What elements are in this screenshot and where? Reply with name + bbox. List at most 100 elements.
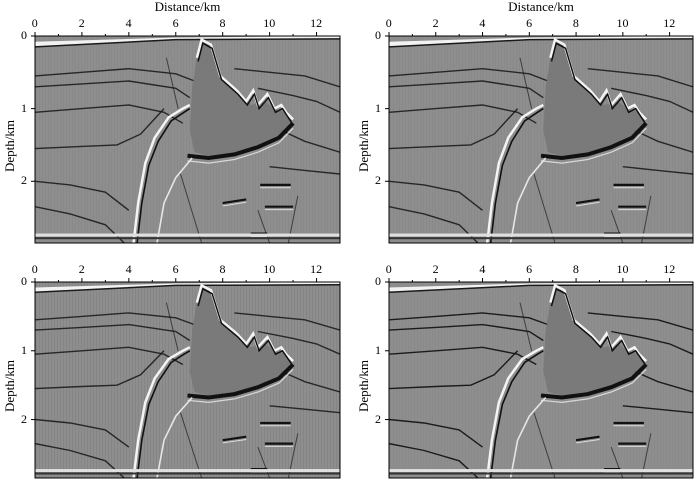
salt-base-dark [540, 363, 648, 400]
bottom-band-bright [389, 469, 693, 473]
subsalt-reflector-bright [576, 201, 600, 207]
y-tick-label: 2 [21, 411, 27, 426]
fault-line [165, 57, 179, 109]
sediment-reflector [389, 180, 483, 211]
salt-top-dark [197, 42, 293, 124]
x-tick-label: 2 [78, 16, 85, 30]
salt-top-dark [550, 287, 646, 365]
sediment-reflector [35, 180, 130, 211]
sediment-reflector [234, 312, 340, 331]
x-tick-label: 12 [663, 262, 676, 276]
x-tick-label: 10 [263, 262, 276, 276]
sediment-reflector [389, 67, 549, 82]
y-tick-label: 0 [375, 28, 381, 42]
y-tick-label: 1 [21, 100, 27, 115]
y-tick-label: 1 [375, 100, 381, 115]
sediment-reflector [389, 108, 519, 150]
x-tick-label: 2 [432, 262, 439, 276]
x-tick-label: 6 [172, 16, 179, 30]
axes-frame [388, 281, 694, 479]
salt-top-bright [549, 283, 648, 362]
sediment-reflector [281, 129, 340, 153]
bottom-band-bright [389, 233, 693, 237]
x-tick-label: 4 [479, 16, 486, 30]
seafloor-dark-line [35, 284, 340, 294]
fault-line [519, 302, 533, 351]
x-tick-label: 4 [125, 16, 132, 30]
x-tick-label: 8 [219, 16, 226, 30]
sediment-reflector [389, 323, 544, 342]
x-tick-label: 6 [526, 16, 533, 30]
salt-base-dark [187, 121, 295, 161]
sediment-reflector [389, 80, 544, 99]
sediment-reflector [611, 330, 693, 355]
subsalt-reflector [222, 435, 247, 442]
x-axis-title: Distance/km [154, 0, 221, 14]
x-tick-label: 12 [663, 16, 676, 30]
sediment-reflector [257, 330, 340, 355]
flank-reflector-bright [485, 103, 544, 243]
flank-reflector-dark [489, 350, 544, 478]
sediment-reflector [622, 405, 693, 414]
subsalt-flank [156, 157, 193, 243]
subsalt-reflector [222, 198, 247, 205]
seafloor-dark-line [35, 38, 340, 48]
bottom-band-dark [389, 237, 693, 240]
x-tick-label: 8 [572, 262, 579, 276]
x-tick-label: 8 [219, 262, 226, 276]
seismic-texture [389, 282, 693, 478]
flank-reflector-dark [136, 350, 191, 478]
flank-reflector-dark [136, 107, 191, 243]
bottom-band-dark [389, 472, 693, 475]
axes-frame [34, 35, 341, 244]
sediment-reflector [622, 166, 693, 175]
sediment-reflector [587, 312, 693, 331]
axes-frame [388, 35, 694, 244]
y-tick-label: 2 [21, 173, 27, 188]
sediment-reflector [269, 405, 340, 414]
subsalt-reflector [575, 198, 600, 205]
fault-line [533, 173, 556, 243]
flank-reflector-bright [132, 103, 191, 243]
sediment-reflector [634, 129, 693, 153]
sediment-reflector [35, 108, 165, 150]
x-tick-label: 0 [31, 262, 38, 276]
bottom-band-bright [35, 233, 340, 237]
salt-base-bright [187, 368, 294, 404]
sediment-reflector [269, 166, 340, 175]
sediment-reflector [389, 350, 519, 390]
flank-reflector-bright [485, 346, 544, 478]
subsalt-reflector-bright [222, 201, 247, 207]
x-axis-title: Distance/km [508, 0, 574, 14]
sediment-reflector [257, 87, 340, 113]
salt-base-bright [540, 127, 647, 164]
x-tick-label: 10 [616, 16, 629, 30]
sediment-reflector [611, 87, 693, 113]
x-tick-label: 6 [526, 262, 533, 276]
x-tick-label: 2 [78, 262, 85, 276]
salt-base-bright [540, 368, 647, 404]
x-tick-label: 12 [310, 16, 323, 30]
salt-base-dark [540, 121, 648, 161]
axes-frame [34, 281, 341, 479]
x-tick-label: 0 [385, 262, 392, 276]
seafloor-dark-line [389, 38, 693, 48]
x-tick-label: 8 [572, 16, 579, 30]
subsalt-reflector-bright [222, 439, 247, 444]
salt-top-bright [549, 37, 648, 121]
subsalt-reflector-bright [576, 439, 600, 444]
x-tick-label: 6 [172, 262, 179, 276]
fault-line [519, 57, 533, 109]
y-tick-label: 0 [21, 274, 27, 288]
y-tick-label: 0 [375, 274, 381, 288]
subsalt-reflector [575, 435, 600, 442]
bottom-band-dark [35, 237, 340, 240]
fault-line [180, 412, 203, 478]
salt-top-dark [550, 42, 646, 124]
x-tick-label: 2 [432, 16, 439, 30]
sediment-reflector [587, 68, 693, 88]
sediment-reflector [35, 418, 130, 448]
